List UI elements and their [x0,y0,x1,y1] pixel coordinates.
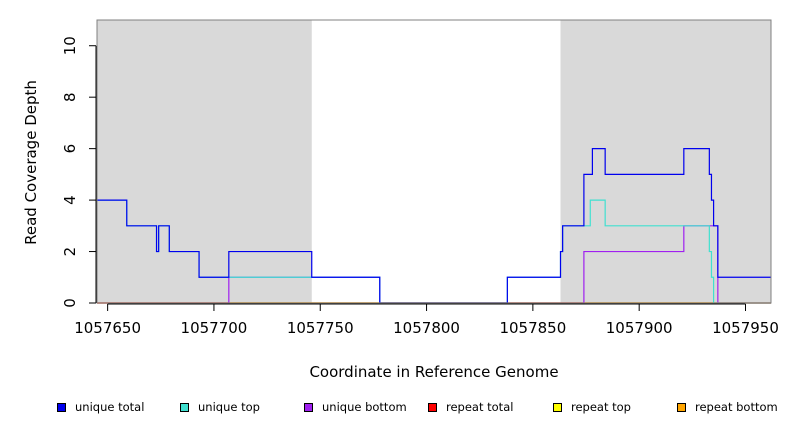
legend-item-repeat-bottom: repeat bottom [677,400,778,414]
legend-item-unique-bottom: unique bottom [304,400,407,414]
coverage-chart: 1057650 1057700 1057750 1057800 1057850 10579… [22,19,779,381]
y-tick-label: 0 [61,298,79,308]
legend-label: unique bottom [322,400,407,414]
x-tick-label: 1057850 [499,319,566,337]
y-axis-title: Read Coverage Depth [22,80,40,245]
series-line-unique-total [97,148,771,304]
legend-item-repeat-top: repeat top [553,400,631,414]
y-tick-label: 2 [61,247,79,257]
legend-label: repeat top [571,400,631,414]
legend-swatch-repeat-top [553,402,562,412]
legend-label: unique top [198,400,260,414]
x-tick-label: 1057950 [712,319,779,337]
legend-label: repeat bottom [695,400,778,414]
legend-label: repeat total [446,400,514,414]
legend-item-unique-top: unique top [180,400,260,414]
x-tick-label: 1057800 [393,319,460,337]
y-tick-label: 6 [61,144,79,154]
shaded-region-1 [97,20,312,303]
x-tick-label: 1057750 [287,319,354,337]
y-tick-label: 8 [61,92,79,102]
legend-swatch-repeat-bottom [677,402,686,412]
x-axis-title: Coordinate in Reference Genome [309,363,558,381]
y-tick-label: 10 [61,36,79,55]
legend: unique total unique top unique bottom re… [0,400,792,420]
legend-swatch-unique-top [180,402,189,412]
legend-swatch-unique-total [57,402,66,412]
x-tick-label: 1057700 [181,319,248,337]
legend-swatch-unique-bottom [304,402,313,412]
x-tick-label: 1057650 [74,319,141,337]
legend-swatch-repeat-total [428,402,437,412]
x-axis: 1057650 1057700 1057750 1057800 1057850 10579… [74,303,779,337]
legend-item-repeat-total: repeat total [428,400,513,414]
x-tick-label: 1057900 [606,319,673,337]
plot-frame [96,19,772,304]
shaded-regions [97,20,771,303]
y-axis: 0 2 4 6 8 10 [61,36,97,308]
legend-item-unique-total: unique total [57,400,144,414]
shaded-region-2 [560,20,771,303]
legend-label: unique total [75,400,145,414]
y-tick-label: 4 [61,195,79,205]
